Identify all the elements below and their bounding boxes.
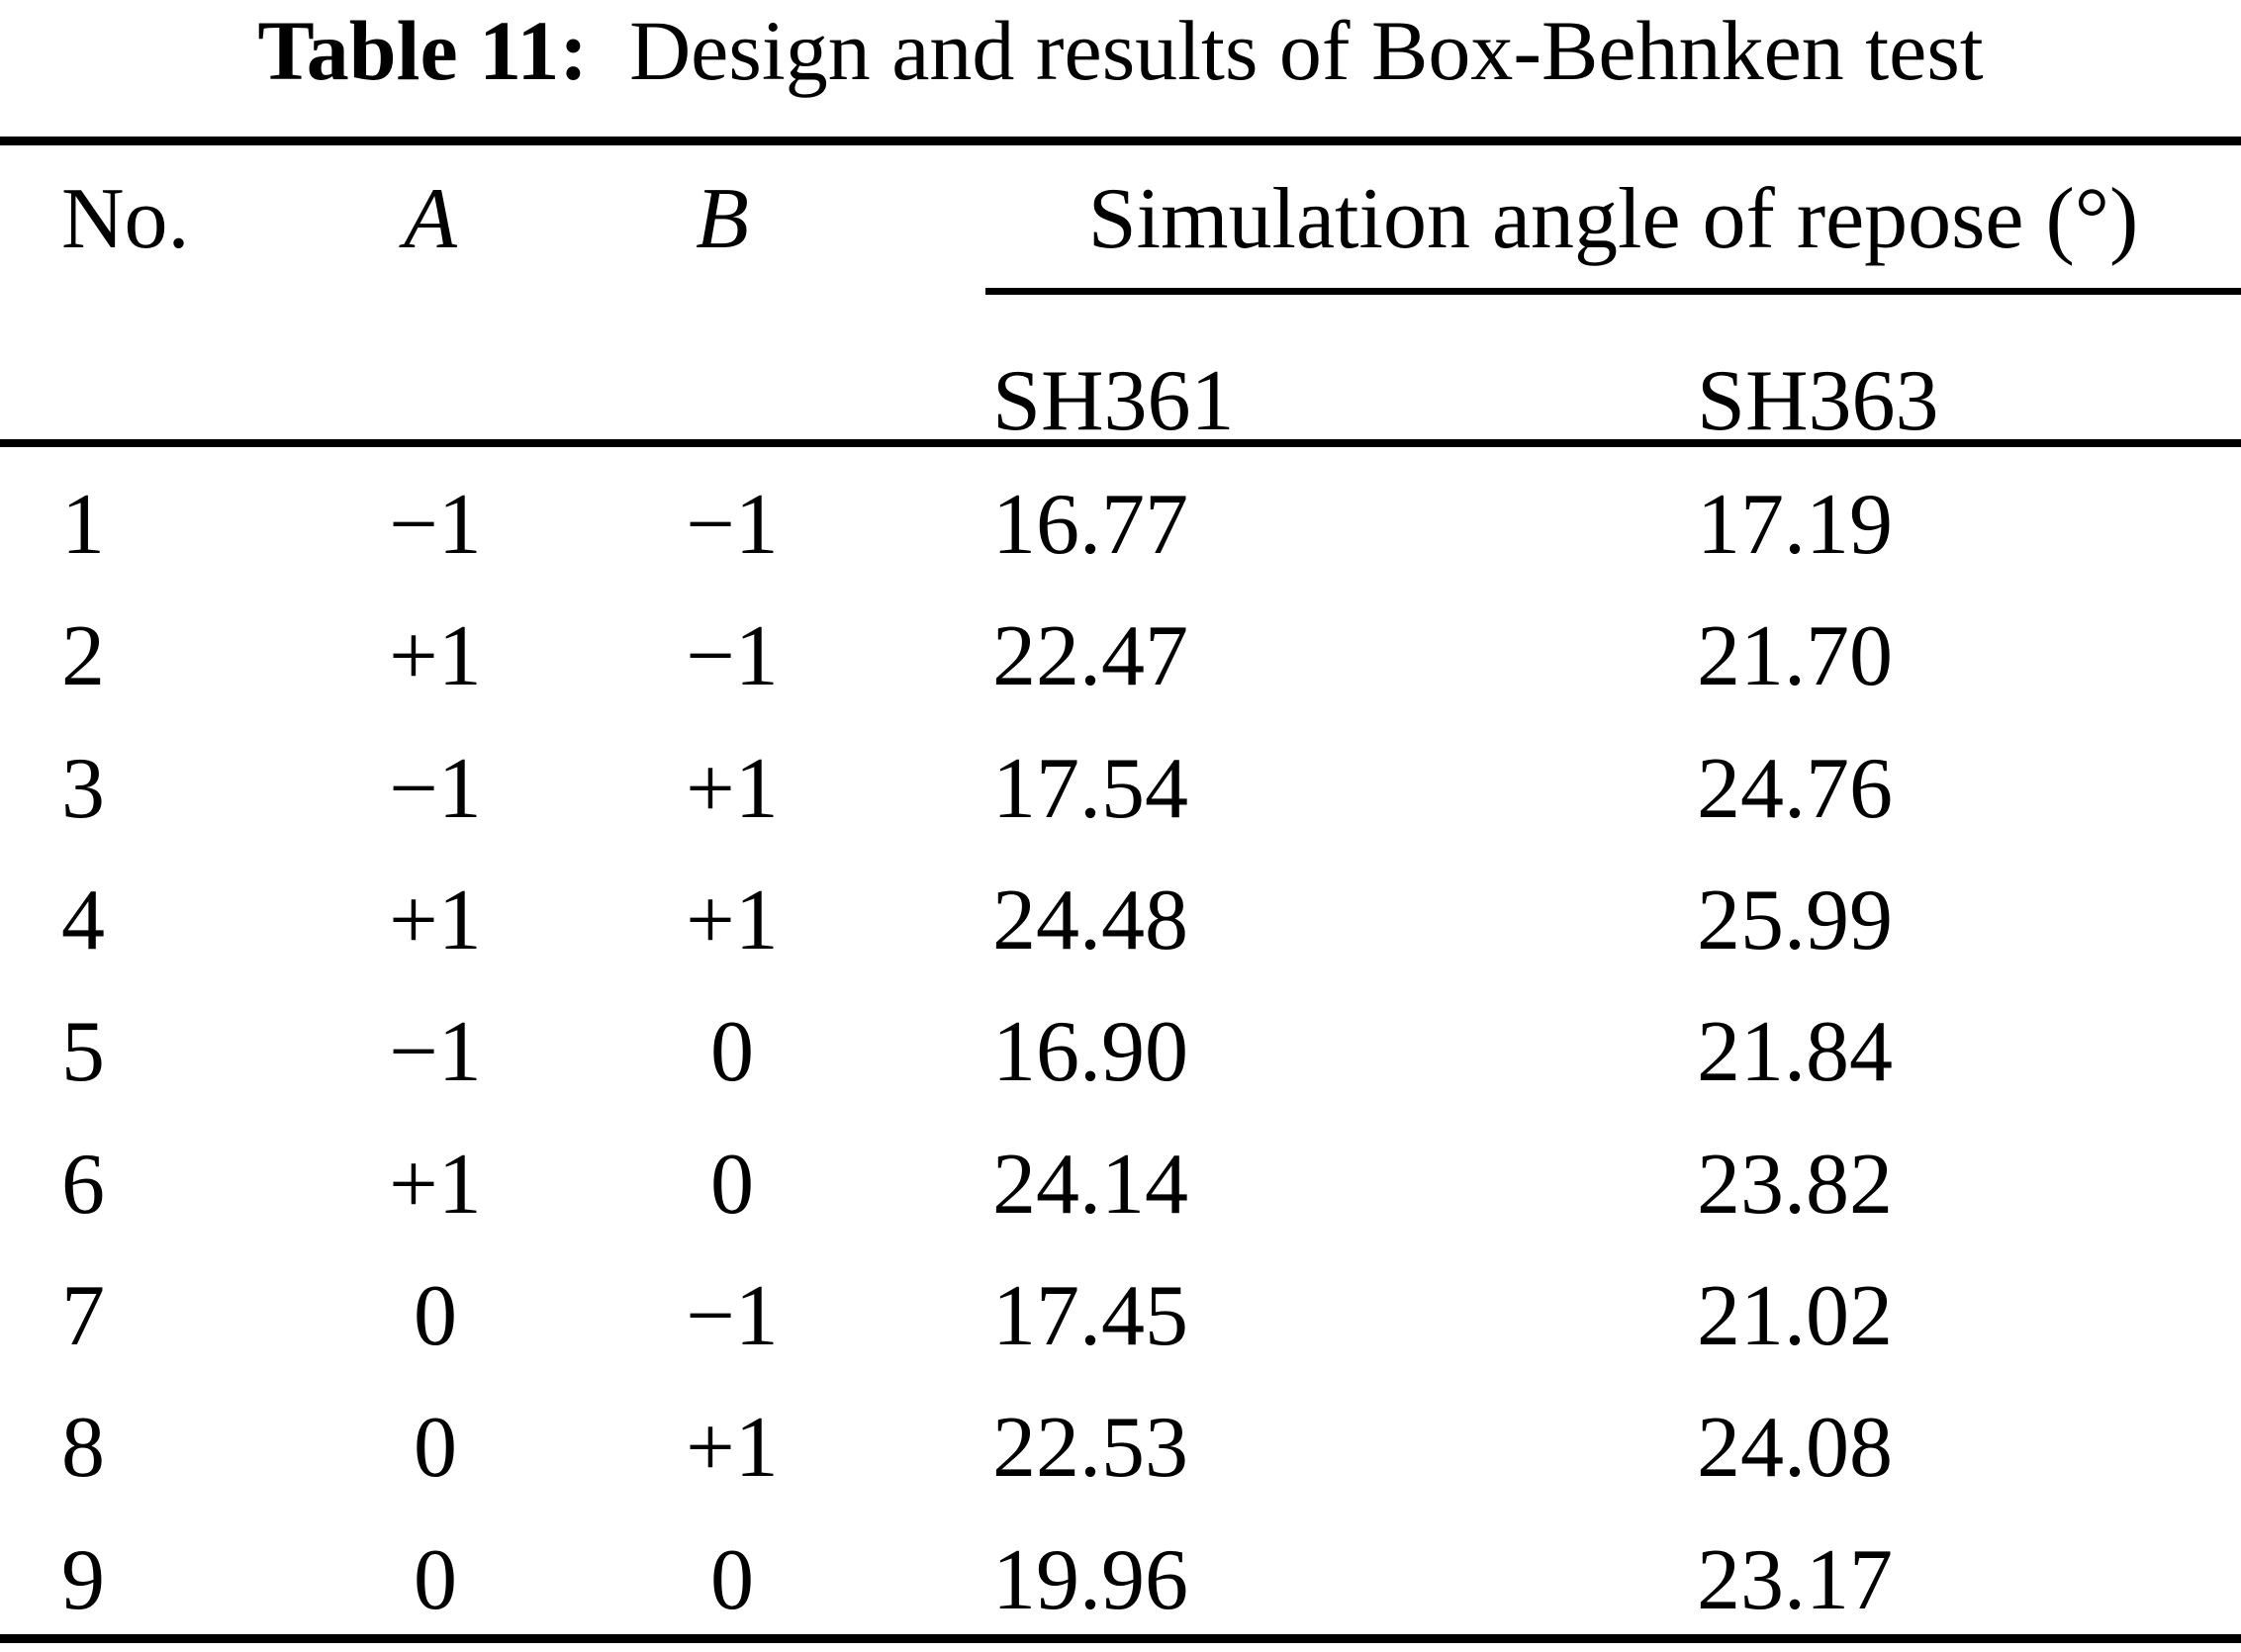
cell-sh361: 17.45 <box>992 1268 1188 1364</box>
cell-sh363: 17.19 <box>1697 477 1893 573</box>
table-row: 5 −1 0 16.90 21.84 <box>0 986 2241 1119</box>
cell-sh363: 24.76 <box>1697 741 1893 837</box>
cell-sh361: 19.96 <box>992 1532 1188 1628</box>
table-row: 4 +1 +1 24.48 25.99 <box>0 855 2241 987</box>
subcolumn-header-sh363: SH363 <box>1697 353 1939 449</box>
cell-no: 2 <box>61 608 105 704</box>
table-row: 1 −1 −1 16.77 17.19 <box>0 459 2241 592</box>
cell-b: −1 <box>686 608 779 704</box>
cell-sh363: 23.17 <box>1697 1532 1893 1628</box>
cell-b: +1 <box>686 872 779 968</box>
header-body-rule <box>0 439 2241 447</box>
table-row: 2 +1 −1 22.47 21.70 <box>0 591 2241 723</box>
table-row: 6 +1 0 24.14 23.82 <box>0 1119 2241 1251</box>
cell-sh363: 21.02 <box>1697 1268 1893 1364</box>
cell-sh363: 23.82 <box>1697 1137 1893 1233</box>
cell-sh363: 25.99 <box>1697 872 1893 968</box>
cell-a: 0 <box>414 1268 457 1364</box>
cell-a: 0 <box>414 1400 457 1496</box>
cell-sh363: 21.84 <box>1697 1004 1893 1100</box>
cell-a: +1 <box>389 872 482 968</box>
cell-no: 7 <box>61 1268 105 1364</box>
column-header-no: No. <box>61 171 190 267</box>
cell-sh361: 24.48 <box>992 872 1188 968</box>
cell-no: 8 <box>61 1400 105 1496</box>
cell-sh361: 17.54 <box>992 741 1188 837</box>
cell-a: +1 <box>389 608 482 704</box>
column-header-a: A <box>404 171 457 267</box>
cell-sh361: 16.77 <box>992 477 1188 573</box>
table-row: 7 0 −1 17.45 21.02 <box>0 1250 2241 1383</box>
cell-b: +1 <box>686 1400 779 1496</box>
cell-b: 0 <box>710 1004 754 1100</box>
simulation-span-rule <box>985 288 2241 295</box>
cell-sh361: 16.90 <box>992 1004 1188 1100</box>
cell-b: 0 <box>710 1532 754 1628</box>
cell-no: 3 <box>61 741 105 837</box>
cell-b: +1 <box>686 741 779 837</box>
table-row: 8 0 +1 22.53 24.08 <box>0 1382 2241 1514</box>
cell-no: 6 <box>61 1137 105 1233</box>
cell-sh361: 24.14 <box>992 1137 1188 1233</box>
cell-no: 4 <box>61 872 105 968</box>
table-row: 3 −1 +1 17.54 24.76 <box>0 723 2241 856</box>
cell-b: −1 <box>686 477 779 573</box>
subcolumn-header-sh361: SH361 <box>992 353 1235 449</box>
cell-sh361: 22.47 <box>992 608 1188 704</box>
cell-no: 5 <box>61 1004 105 1100</box>
column-header-b: B <box>696 171 749 267</box>
cell-sh361: 22.53 <box>992 1400 1188 1496</box>
cell-a: −1 <box>389 1004 482 1100</box>
table-title: Table 11: Design and results of Box-Behnk… <box>0 0 2241 101</box>
cell-b: −1 <box>686 1268 779 1364</box>
cell-a: +1 <box>389 1137 482 1233</box>
cell-no: 1 <box>61 477 105 573</box>
cell-sh363: 24.08 <box>1697 1400 1893 1496</box>
table-title-text: Design and results of Box-Behnken test <box>629 3 1984 98</box>
cell-b: 0 <box>710 1137 754 1233</box>
table-title-label: Table 11: <box>257 3 589 98</box>
cell-sh363: 21.70 <box>1697 608 1893 704</box>
column-header-simulation-span: Simulation angle of repose (°) <box>1087 171 2139 267</box>
cell-a: 0 <box>414 1532 457 1628</box>
cell-a: −1 <box>389 741 482 837</box>
table-bottom-rule <box>0 1634 2241 1643</box>
cell-a: −1 <box>389 477 482 573</box>
table-row: 9 0 0 19.96 23.17 <box>0 1514 2241 1647</box>
cell-no: 9 <box>61 1532 105 1628</box>
table-top-rule <box>0 137 2241 145</box>
